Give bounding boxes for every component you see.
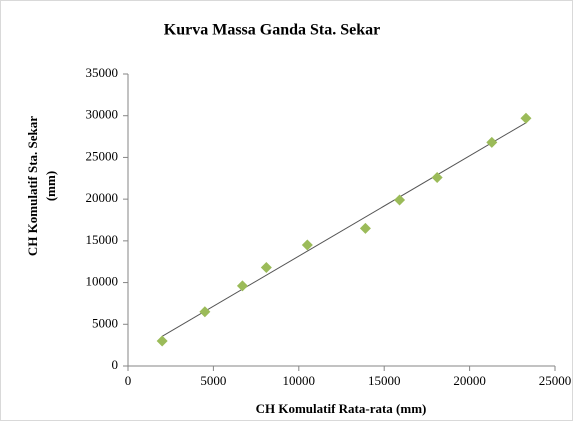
y-tick-label: 30000 (86, 107, 119, 122)
y-tick-label: 5000 (92, 315, 118, 330)
y-tick-label: 0 (112, 357, 119, 372)
y-axis-title: (mm) (43, 171, 58, 201)
y-tick-label: 25000 (86, 148, 119, 163)
x-tick-label: 15000 (368, 373, 401, 388)
x-tick-label: 25000 (539, 373, 572, 388)
x-tick-label: 10000 (283, 373, 316, 388)
y-tick-label: 35000 (86, 65, 119, 80)
x-tick-label: 20000 (453, 373, 486, 388)
point (236, 280, 248, 292)
point (260, 262, 272, 274)
y-tick-label: 15000 (86, 232, 119, 247)
point (431, 171, 443, 183)
x-tick-label: 5000 (200, 373, 226, 388)
y-tick-label: 20000 (86, 190, 119, 205)
chart-title: Kurva Massa Ganda Sta. Sekar (164, 22, 380, 39)
x-axis-title: CH Komulatif Rata-rata (mm) (256, 401, 427, 416)
point (520, 112, 532, 124)
trendline (161, 122, 527, 337)
point (156, 335, 168, 347)
point (486, 136, 498, 148)
x-tick-label: 0 (125, 373, 132, 388)
point (301, 239, 313, 251)
y-tick-label: 10000 (86, 274, 119, 289)
point (359, 222, 371, 234)
y-axis-title: CH Komulatif Sta. Sekar (25, 116, 40, 256)
point (199, 306, 211, 318)
point (394, 194, 406, 206)
